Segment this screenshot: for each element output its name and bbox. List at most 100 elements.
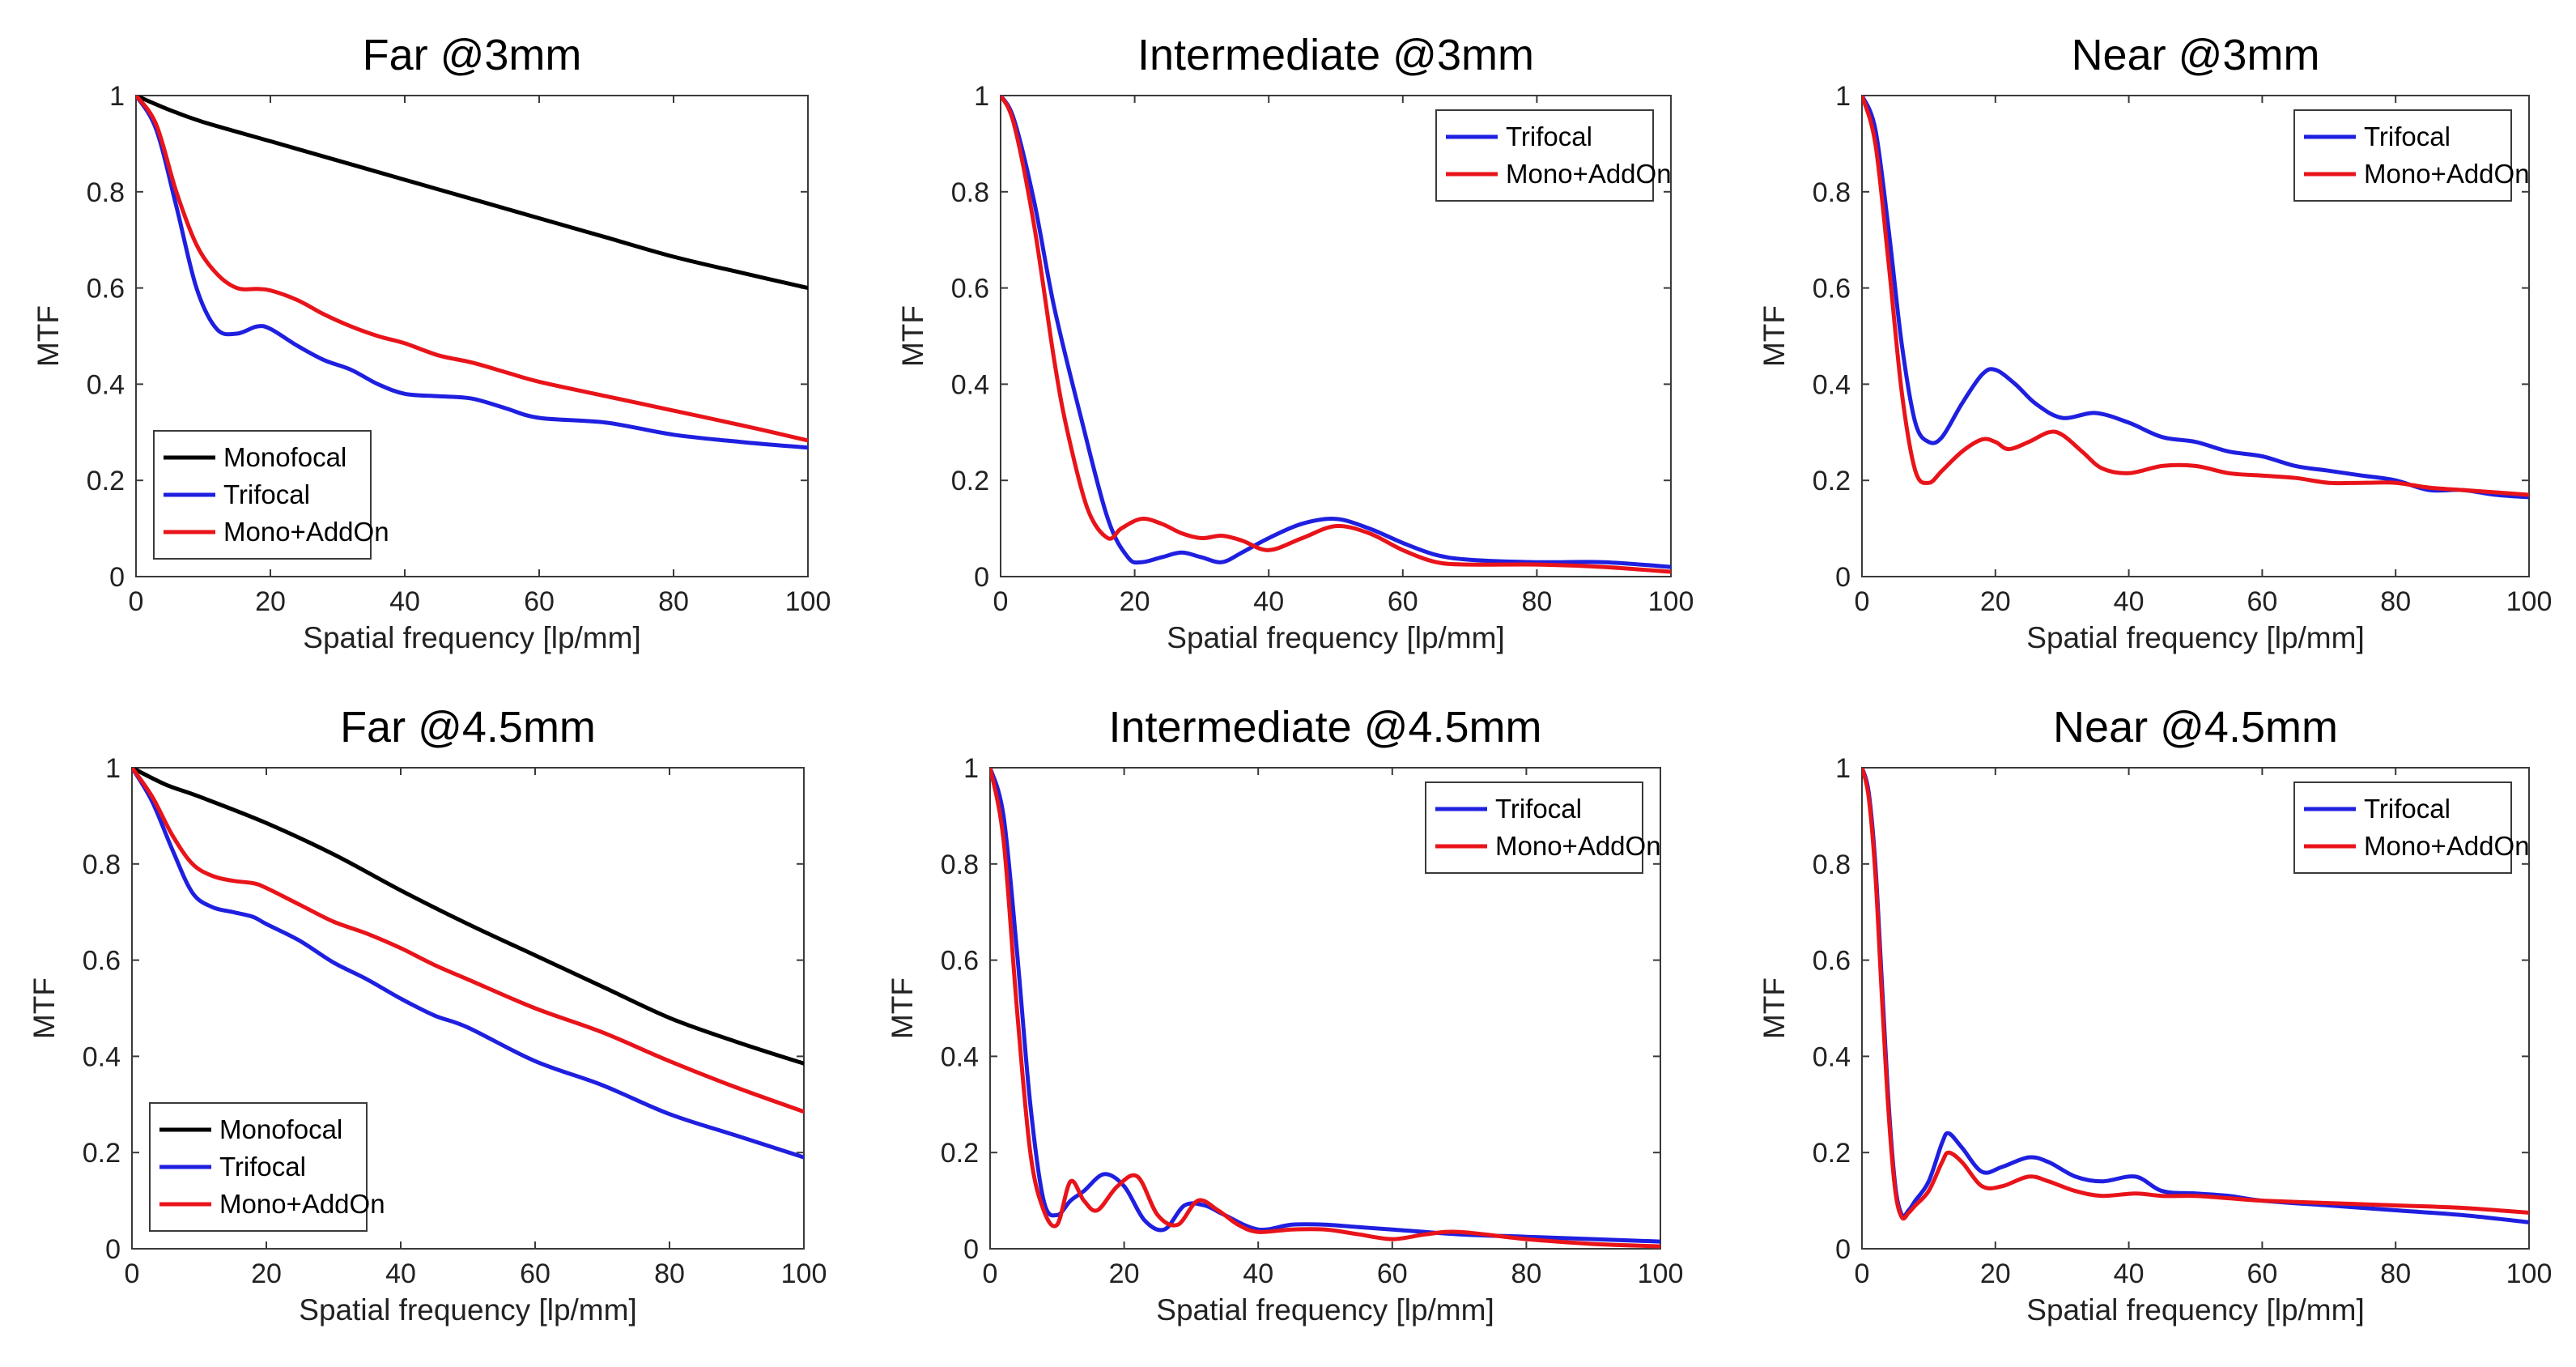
legend: Monofocal Trifocal Mono+AddOn <box>149 1102 385 1232</box>
legend-label: Mono+AddOn <box>219 1189 385 1219</box>
y-tick-label: 0.4 <box>941 1041 979 1072</box>
series-group <box>990 768 1660 1249</box>
y-tick-label: 0.6 <box>941 946 979 977</box>
x-tick-label: 100 <box>2506 1258 2553 1289</box>
y-axis-label: MTF <box>1758 305 1791 367</box>
x-tick-label: 40 <box>2114 1258 2145 1289</box>
x-axis-label: Spatial frequency [lp/mm] <box>2026 1293 2364 1327</box>
legend-box <box>2293 109 2512 202</box>
chart-title: Intermediate @3mm <box>1137 31 1534 79</box>
y-tick-label: 0.4 <box>1813 369 1851 400</box>
legend-label: Trifocal <box>1506 121 1592 151</box>
chart-title: Near @4.5mm <box>2053 703 2338 752</box>
x-axis-label: Spatial frequency [lp/mm] <box>2026 621 2364 654</box>
series-line-mono-addon <box>990 768 1660 1249</box>
legend: Trifocal Mono+AddOn <box>1435 109 1672 202</box>
series-group <box>132 768 804 1160</box>
series-line-trifocal <box>1862 96 2529 500</box>
x-tick-label: 80 <box>1511 1258 1541 1289</box>
legend-label: Trifocal <box>223 479 310 509</box>
series-line-mono-addon <box>136 96 808 443</box>
x-tick-label: 80 <box>2380 1258 2411 1289</box>
y-tick-label: 1 <box>974 81 989 112</box>
x-tick-label: 60 <box>1388 586 1418 617</box>
legend-label: Mono+AddOn <box>2364 831 2530 861</box>
chart-panel-1: Far @3mm 0 20 40 60 80 100 0 0.2 0.4 0.6 0.8 1 Spatia… <box>32 31 831 654</box>
x-tick-label: 40 <box>385 1258 416 1289</box>
x-tick-label: 60 <box>2247 586 2277 617</box>
series-group <box>1862 768 2529 1224</box>
x-axis-label: Spatial frequency [lp/mm] <box>303 621 640 654</box>
y-tick-label: 0.4 <box>87 369 125 400</box>
y-tick-label: 0 <box>1835 1234 1851 1265</box>
legend-label: Trifocal <box>1495 794 1582 824</box>
legend-label: Monofocal <box>219 1114 342 1144</box>
chart-panel-3: Near @3mm 0 20 40 60 80 100 0 0.2 0.4 0.6 0.8 1 Spati… <box>1758 31 2552 654</box>
chart-panel-4: Far @4.5mm 0 20 40 60 80 100 0 0.2 0.4 0.6 0.8 1 Spat… <box>28 703 827 1327</box>
chart-title: Intermediate @4.5mm <box>1108 703 1541 752</box>
x-tick-label: 20 <box>251 1258 282 1289</box>
y-tick-label: 0.6 <box>83 946 121 977</box>
y-tick-label: 0.4 <box>1813 1041 1851 1072</box>
x-tick-label: 40 <box>389 586 420 617</box>
series-line-trifocal <box>990 768 1660 1244</box>
y-tick-label: 0.2 <box>87 466 125 496</box>
series-line-trifocal <box>132 768 804 1160</box>
legend-label: Monofocal <box>223 442 346 472</box>
legend-label: Trifocal <box>219 1152 306 1182</box>
y-axis-label: MTF <box>896 305 929 367</box>
x-tick-label: 20 <box>1120 586 1150 617</box>
x-tick-label: 80 <box>658 586 689 617</box>
chart-title: Far @4.5mm <box>340 703 596 752</box>
x-tick-label: 20 <box>1980 1258 2011 1289</box>
legend-label: Mono+AddOn <box>1506 159 1672 189</box>
legend-label: Mono+AddOn <box>223 517 389 547</box>
y-tick-label: 1 <box>1835 753 1851 784</box>
y-tick-label: 0.6 <box>1813 274 1851 304</box>
y-tick-label: 0.8 <box>941 850 979 880</box>
series-group <box>1862 96 2529 500</box>
y-tick-label: 0.8 <box>1813 177 1851 208</box>
legend-label: Trifocal <box>2364 794 2451 824</box>
x-tick-label: 0 <box>125 1258 140 1289</box>
series-line-monofocal <box>132 768 804 1066</box>
chart-panel-6: Near @4.5mm 0 20 40 60 80 100 0 0.2 0.4 0.6 0.8 1 Spa… <box>1758 703 2552 1327</box>
legend-label: Trifocal <box>2364 121 2451 151</box>
x-tick-label: 40 <box>1253 586 1284 617</box>
x-tick-label: 0 <box>983 1258 998 1289</box>
legend-box <box>2293 781 2512 874</box>
series-line-mono-addon <box>132 768 804 1114</box>
x-tick-label: 100 <box>785 586 831 617</box>
chart-title: Far @3mm <box>363 31 582 79</box>
y-tick-label: 0.2 <box>1813 466 1851 496</box>
legend-label: Mono+AddOn <box>2364 159 2530 189</box>
legend: Monofocal Trifocal Mono+AddOn <box>153 430 389 560</box>
x-tick-label: 40 <box>1243 1258 1273 1289</box>
x-tick-label: 100 <box>781 1258 827 1289</box>
y-tick-label: 0 <box>963 1234 979 1265</box>
x-tick-label: 20 <box>255 586 286 617</box>
x-axis-label: Spatial frequency [lp/mm] <box>299 1293 636 1327</box>
y-tick-label: 0.4 <box>951 369 989 400</box>
legend: Trifocal Mono+AddOn <box>2293 781 2530 874</box>
y-tick-label: 0.6 <box>87 274 125 304</box>
legend-label: Mono+AddOn <box>1495 831 1661 861</box>
x-tick-label: 60 <box>520 1258 550 1289</box>
x-tick-label: 20 <box>1980 586 2011 617</box>
x-tick-label: 40 <box>2114 586 2145 617</box>
x-tick-label: 20 <box>1109 1258 1140 1289</box>
series-line-mono-addon <box>1001 96 1671 574</box>
y-tick-label: 0 <box>109 562 125 593</box>
y-axis-label: MTF <box>32 305 65 367</box>
legend-box <box>1435 109 1654 202</box>
series-group <box>136 96 808 450</box>
y-tick-label: 0 <box>1835 562 1851 593</box>
x-tick-label: 0 <box>1855 586 1870 617</box>
x-tick-label: 60 <box>2247 1258 2277 1289</box>
x-tick-label: 80 <box>1521 586 1552 617</box>
legend: Trifocal Mono+AddOn <box>1425 781 1661 874</box>
chart-panel-2: Intermediate @3mm 0 20 40 60 80 100 0 0.2 0.4 0.6 0… <box>896 31 1694 654</box>
y-tick-label: 0.2 <box>951 466 989 496</box>
x-tick-label: 100 <box>2506 586 2553 617</box>
